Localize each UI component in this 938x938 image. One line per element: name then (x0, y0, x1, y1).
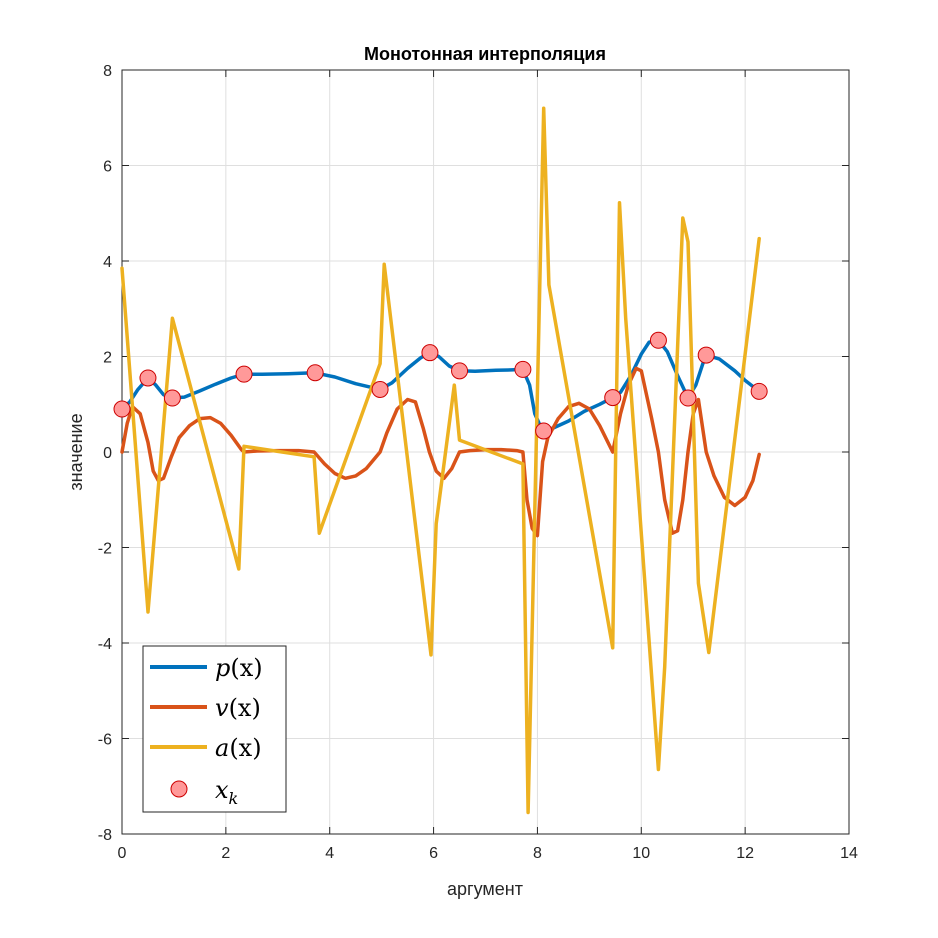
data-point-marker (697, 346, 715, 364)
data-point-marker (371, 380, 389, 398)
x-axis-label: аргумент (447, 879, 523, 899)
y-tick-label: -8 (98, 827, 112, 844)
data-point-marker (535, 422, 553, 440)
y-tick-label: -2 (98, 541, 112, 558)
x-tick-label: 10 (632, 845, 650, 862)
data-point-marker (679, 389, 697, 407)
data-point-marker (649, 331, 667, 349)
y-tick-label: 2 (103, 350, 112, 367)
legend: p(x) v(x) a(x) xk (142, 645, 287, 813)
legend-label-v: v(x) (215, 694, 261, 722)
data-point-marker (163, 389, 181, 407)
legend-label-p: p(x) (215, 654, 263, 682)
data-point-marker (421, 344, 439, 362)
data-point-marker (604, 389, 622, 407)
data-point-marker (514, 360, 532, 378)
x-tick-label: 8 (533, 845, 542, 862)
series-line-3 (120, 106, 761, 815)
legend-label-xk: xk (215, 776, 238, 808)
x-tick-label: 14 (840, 845, 858, 862)
data-point-marker (451, 362, 469, 380)
series-layer (120, 106, 761, 815)
data-point-marker (113, 400, 131, 418)
y-tick-label: 0 (103, 445, 112, 462)
chart-title: Монотонная интерполяция (364, 44, 606, 64)
x-tick-label: 6 (429, 845, 438, 862)
x-tick-label: 4 (325, 845, 334, 862)
ticks: 0 2 4 6 8 10 12 14 -8 -6 -4 -2 0 2 4 6 8 (98, 63, 858, 862)
y-axis-label: значение (66, 413, 86, 490)
marker-layer (113, 331, 768, 440)
y-tick-label: 8 (103, 63, 112, 80)
data-point-marker (750, 382, 768, 400)
series-line-1 (120, 338, 761, 433)
y-tick-label: 6 (103, 159, 112, 176)
data-point-marker (235, 365, 253, 383)
x-tick-label: 0 (118, 845, 127, 862)
legend-box (142, 645, 287, 813)
data-point-marker (139, 369, 157, 387)
y-tick-label: -6 (98, 732, 112, 749)
data-point-marker (306, 364, 324, 382)
y-tick-label: 4 (103, 254, 112, 271)
x-tick-label: 2 (221, 845, 230, 862)
y-tick-label: -4 (98, 636, 112, 653)
legend-marker-xk (170, 780, 188, 798)
x-tick-label: 12 (736, 845, 754, 862)
legend-label-a: a(x) (215, 734, 262, 762)
